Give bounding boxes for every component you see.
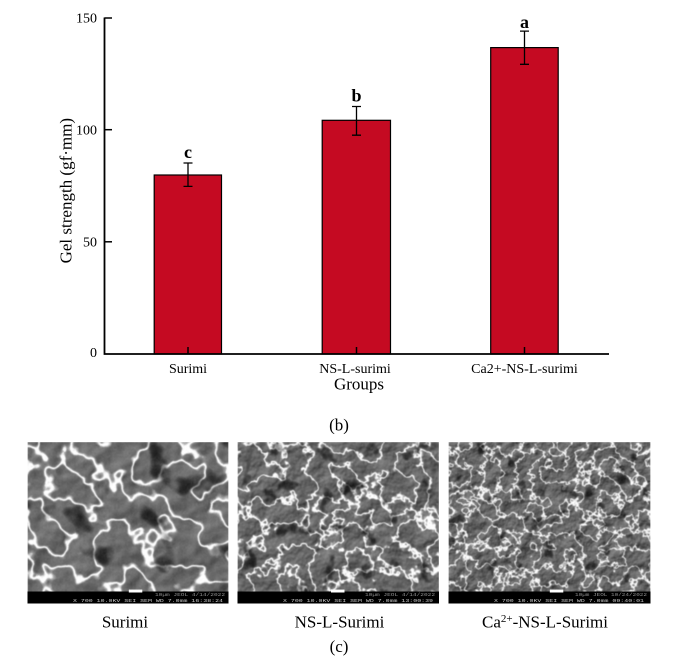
- svg-text:Surimi: Surimi: [169, 362, 207, 377]
- svg-text:X 700 10.0KV SEI SEM WD: X 700 10.0KV SEI SEM WD 7.0mm 13:00:39: [283, 598, 433, 604]
- svg-text:X 700 10.0KV SEI SEM WD: X 700 10.0KV SEI SEM WD 7.0mm 16:38:24: [73, 598, 223, 604]
- svg-text:Gel strength (gf·mm): Gel strength (gf·mm): [57, 118, 76, 263]
- svg-text:(b): (b): [329, 416, 349, 435]
- svg-text:50: 50: [83, 236, 97, 251]
- svg-text:100: 100: [76, 123, 97, 138]
- svg-text:X 700 10.0KV SEI SEM WD: X 700 10.0KV SEI SEM WD 7.0mm 09:40:01: [494, 598, 644, 604]
- svg-text:(c): (c): [330, 637, 349, 656]
- svg-text:10µm JEOL 4/14/2022: 10µm JEOL 4/14/2022: [155, 593, 226, 598]
- svg-text:Surimi: Surimi: [102, 613, 149, 632]
- svg-text:0: 0: [90, 346, 97, 361]
- svg-text:Ca2+-NS-L-Surimi: Ca2+-NS-L-Surimi: [482, 613, 608, 632]
- svg-text:c: c: [184, 142, 192, 162]
- svg-text:NS-L-surimi: NS-L-surimi: [319, 362, 391, 377]
- svg-text:b: b: [351, 86, 361, 106]
- svg-text:10µm JEOL 10/24/2022: 10µm JEOL 10/24/2022: [575, 593, 647, 598]
- svg-text:a: a: [520, 12, 529, 32]
- svg-text:150: 150: [76, 12, 97, 27]
- svg-text:Ca2+-NS-L-surimi: Ca2+-NS-L-surimi: [471, 362, 578, 377]
- svg-text:NS-L-Surimi: NS-L-Surimi: [295, 613, 385, 632]
- svg-text:10µm JEOL 4/14/2022: 10µm JEOL 4/14/2022: [365, 593, 436, 598]
- svg-text:Groups: Groups: [334, 375, 384, 394]
